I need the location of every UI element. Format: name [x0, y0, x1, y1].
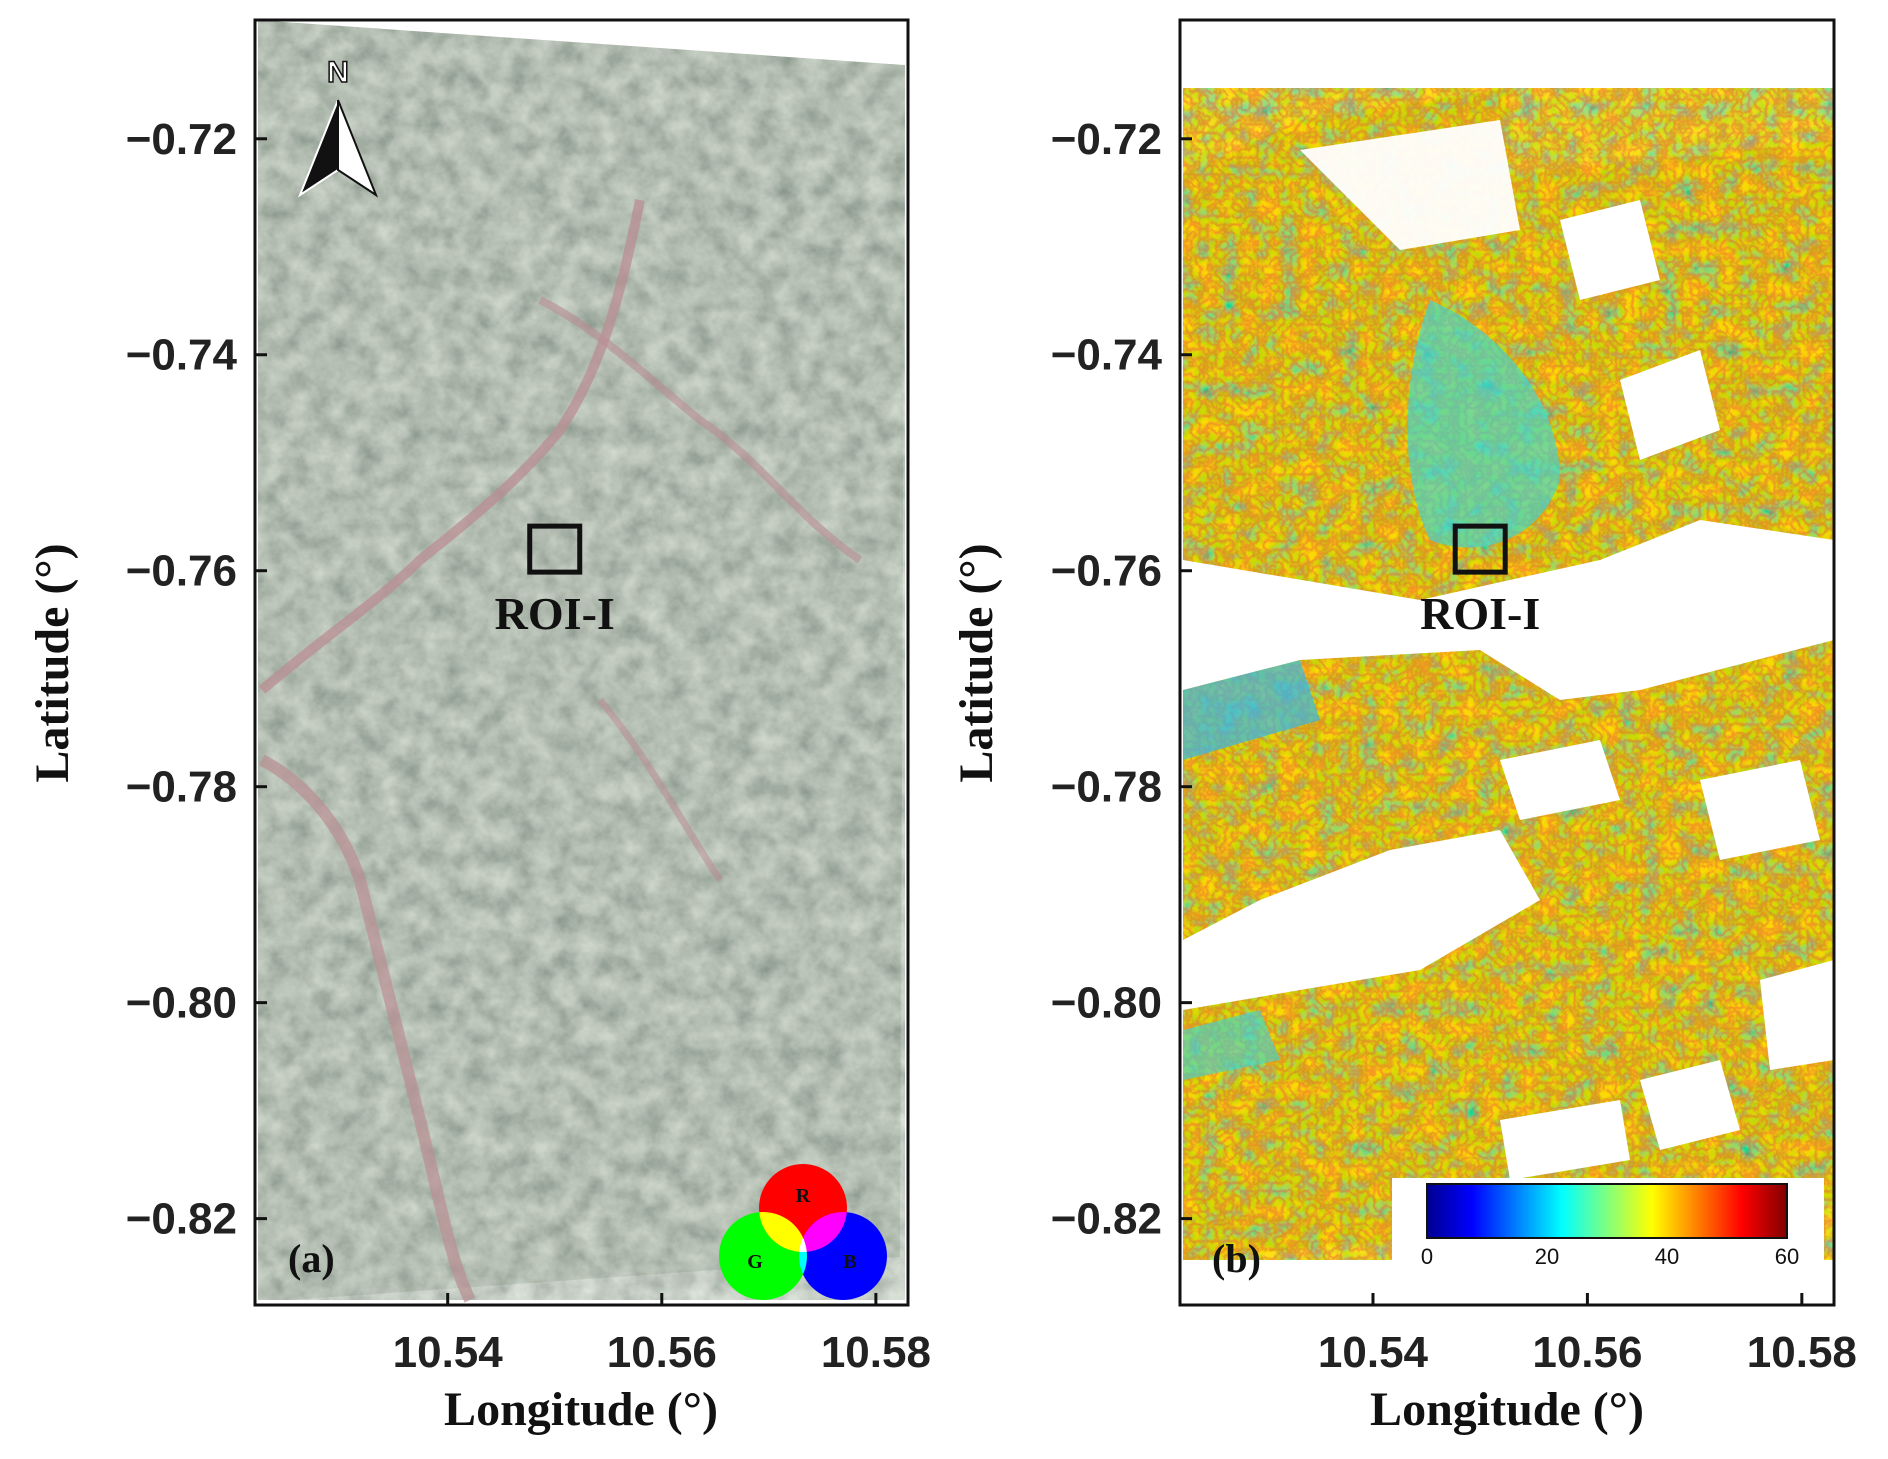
x-tick-label: 10.54: [393, 1328, 504, 1377]
colorbar-tick-label: 0: [1421, 1244, 1433, 1269]
x-tick-label: 10.54: [1318, 1328, 1429, 1377]
rgb-legend-r: R: [796, 1185, 811, 1207]
y-tick-label: −0.72: [1051, 115, 1162, 164]
y-tick-label: −0.80: [1051, 979, 1162, 1028]
roi-label: ROI-I: [1420, 588, 1540, 639]
y-tick-label: −0.80: [126, 979, 237, 1028]
panel-label: (a): [288, 1236, 335, 1281]
y-axis-title: Latitude (°): [26, 543, 79, 782]
y-tick-label: −0.72: [126, 115, 237, 164]
rgb-legend: R G B: [719, 1164, 887, 1300]
x-axis-ticks: 10.54 10.56 10.58: [393, 1293, 931, 1377]
rgb-legend-b: B: [843, 1251, 856, 1273]
colorbar-tick-label: 60: [1775, 1244, 1799, 1269]
axes-frame: [253, 18, 910, 1307]
panel-b: 10.54 10.56 10.58 −0.72 −0.74 −0.76 −0.78 −0.8…: [950, 18, 1857, 1436]
y-tick-label: −0.82: [1051, 1195, 1162, 1244]
x-tick-label: 10.56: [1532, 1328, 1642, 1377]
colorbar-gradient: [1426, 1183, 1788, 1239]
y-tick-label: −0.76: [1051, 547, 1162, 596]
x-tick-label: 10.56: [607, 1328, 717, 1377]
panel-label: (b): [1212, 1236, 1261, 1281]
axes-frame: [1178, 18, 1836, 1307]
y-axis-title: Latitude (°): [950, 543, 1003, 782]
roi-label: ROI-I: [495, 588, 615, 639]
y-axis-ticks: −0.72 −0.74 −0.76 −0.78 −0.80 −0.82: [1051, 115, 1192, 1244]
x-axis-ticks: 10.54 10.56 10.58: [1318, 1293, 1857, 1377]
panel-a: 10.54 10.56 10.58 −0.72 −0.74 −0.76 −0.78 −0.8…: [26, 18, 931, 1436]
y-tick-label: −0.78: [1051, 763, 1162, 812]
colorbar: 0 20 40 60: [1392, 1178, 1824, 1270]
roi-box: [1452, 523, 1508, 575]
x-tick-label: 10.58: [1747, 1328, 1857, 1377]
colorbar-tick-label: 40: [1655, 1244, 1679, 1269]
north-label: N: [327, 56, 349, 89]
roi-box: [527, 523, 583, 575]
value-map: [1183, 88, 1834, 1260]
y-tick-label: −0.74: [126, 331, 238, 380]
x-tick-label: 10.58: [821, 1328, 931, 1377]
y-tick-label: −0.76: [126, 547, 237, 596]
y-tick-label: −0.82: [126, 1195, 237, 1244]
colorbar-tick-label: 20: [1535, 1244, 1559, 1269]
north-arrow-icon: N: [297, 55, 379, 198]
y-tick-label: −0.74: [1051, 331, 1163, 380]
y-axis-ticks: −0.72 −0.74 −0.76 −0.78 −0.80 −0.82: [126, 115, 267, 1244]
rgb-legend-g: G: [747, 1251, 763, 1273]
x-axis-title: Longitude (°): [1370, 1383, 1644, 1436]
y-tick-label: −0.78: [126, 763, 237, 812]
sar-rgb-image: [258, 20, 905, 1303]
x-axis-title: Longitude (°): [444, 1383, 718, 1436]
